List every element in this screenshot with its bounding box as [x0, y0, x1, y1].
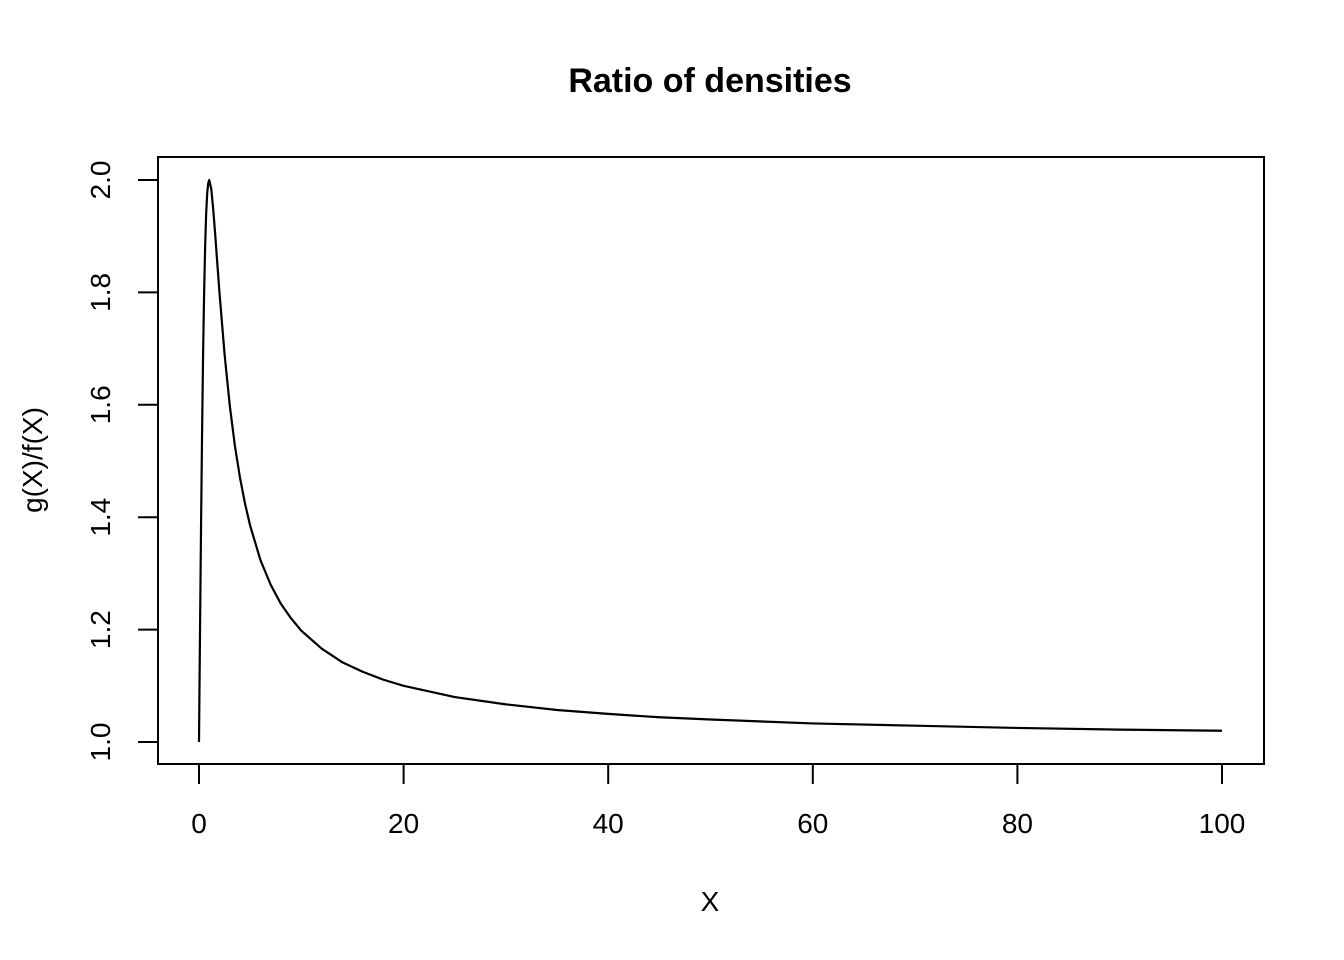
y-tick-label: 1.8: [85, 273, 116, 312]
x-tick-label: 80: [1002, 808, 1033, 839]
x-axis-label: X: [701, 886, 720, 917]
x-axis: 0 20 40 60 80 100: [191, 764, 1245, 839]
y-tick-label: 1.0: [85, 723, 116, 762]
y-axis: 1.0 1.2 1.4 1.6 1.8 2.0: [85, 161, 158, 762]
plot-frame: [157, 156, 1265, 765]
y-tick-label: 1.2: [85, 610, 116, 649]
y-tick-label: 1.6: [85, 385, 116, 424]
y-tick-label: 2.0: [85, 161, 116, 200]
series-line: [197, 178, 1223, 743]
y-tick-label: 1.4: [85, 498, 116, 537]
x-tick-label: 0: [191, 808, 207, 839]
x-tick-label: 40: [593, 808, 624, 839]
x-tick-label: 60: [797, 808, 828, 839]
chart-title: Ratio of densities: [568, 62, 851, 100]
x-tick-label: 100: [1199, 808, 1246, 839]
x-tick-label: 20: [388, 808, 419, 839]
y-axis-label: g(X)/f(X): [17, 407, 48, 513]
